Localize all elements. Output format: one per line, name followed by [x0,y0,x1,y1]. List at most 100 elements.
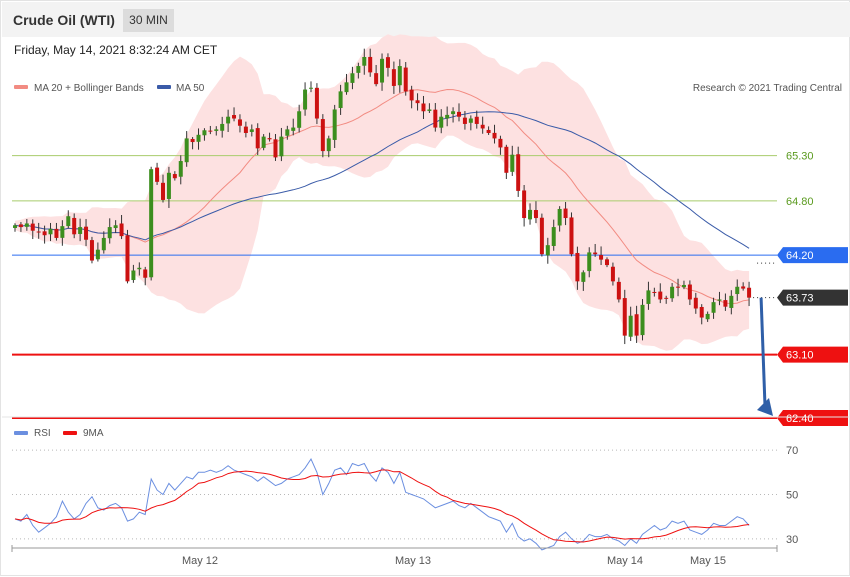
candle [95,242,100,262]
candle-body [149,169,154,278]
candle-body [551,227,556,246]
candle [747,281,752,307]
candle-body [338,91,343,108]
candle [468,115,473,131]
candle-body [78,227,83,234]
interval-button[interactable]: 30 MIN [123,9,174,32]
candle [457,103,461,122]
ma50-legend-label: MA 50 [176,83,205,94]
candle-body [699,306,704,318]
candle-body [705,313,710,320]
candle [699,304,704,325]
candle [119,214,124,240]
candle [113,220,118,234]
candle-body [66,216,71,227]
candle-body [255,128,260,149]
candle [291,118,296,136]
candle [36,222,41,239]
candle-body [48,228,53,235]
forecast-arrow-shaft [759,297,767,407]
candle [178,155,183,185]
candle [332,104,337,148]
candle [143,266,148,286]
candle [255,123,260,156]
candle [652,287,657,297]
candle-body [326,138,331,152]
candle [445,106,450,127]
candle [297,104,302,133]
candle-body [143,269,148,278]
candle [261,134,266,151]
candle-body [492,132,497,139]
candle-body [119,223,124,237]
candle [593,243,598,257]
candle [533,201,538,224]
candle-body [60,226,65,238]
ma20-legend-label: MA 20 + Bollinger Bands [34,83,144,94]
candle-body [605,259,609,266]
candle [196,128,201,150]
candle-body [332,109,337,140]
candle-body [137,267,142,270]
candle [723,293,728,311]
candle-body [433,109,438,128]
candle-body [309,87,313,89]
candle [368,48,373,77]
candle [693,292,698,314]
level-tag-last [777,289,848,306]
candle-body [397,66,402,86]
level-tag-support [777,409,848,426]
candle-body [208,130,213,132]
candle [237,114,242,133]
candle [605,257,609,268]
candle-body [261,136,266,148]
candle-body [409,89,414,101]
candle-body [131,270,136,281]
candle [705,311,710,322]
candle [670,283,675,302]
candle [711,297,716,319]
level-tag-pivot [777,247,848,264]
bollinger-band-area [15,34,750,351]
candle-body [557,208,562,226]
candle [78,218,83,242]
candle-body [486,129,491,133]
ma50-legend-swatch [157,85,171,89]
candle-body [190,138,195,143]
candle-body [113,225,118,229]
candle-body [232,115,237,119]
candle [202,128,207,141]
candle-body [202,130,207,136]
candle-body [457,111,461,117]
candle [676,278,681,297]
candle [362,48,367,75]
candle [30,219,35,240]
candle-body [616,281,621,300]
candle-body [569,217,574,255]
rsi-tick-label: 30 [786,534,798,546]
time-axis: May 12 May 13 May 14 May 15 [11,545,778,567]
candle [303,82,308,116]
candle-body [303,89,308,110]
rsi-ma-line [14,469,750,543]
candle-body [84,226,89,240]
instrument-title: Crude Oil (WTI) [13,12,115,28]
candle-body [36,231,41,233]
candle-body [314,87,319,119]
time-tick-label: May 14 [607,555,643,567]
candle-body [539,217,544,255]
watermark-text: Research © 2021 Trading Central [693,83,842,94]
bollinger-band [15,34,750,351]
candle [208,125,213,135]
candle [101,231,106,254]
candle [622,289,627,345]
candle [729,290,734,315]
candle [599,246,604,265]
candle-body [380,58,385,83]
candle [433,102,438,132]
candle [356,62,361,79]
candle [557,206,562,232]
ma50-line [14,111,750,249]
candle-body [711,302,716,313]
